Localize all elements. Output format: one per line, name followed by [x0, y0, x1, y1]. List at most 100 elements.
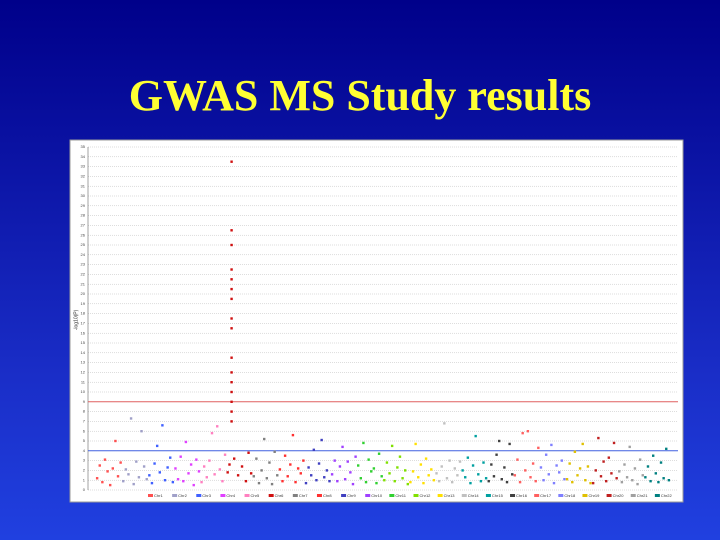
data-point	[591, 481, 595, 485]
data-point	[620, 480, 624, 484]
legend-label: Chr15	[492, 493, 504, 498]
y-tick-label: 6	[83, 428, 86, 433]
data-point	[276, 474, 279, 477]
data-point	[380, 475, 383, 478]
legend-swatch	[654, 494, 660, 497]
data-point	[505, 480, 509, 484]
data-point	[500, 478, 503, 481]
legend-swatch	[437, 494, 443, 497]
data-point	[336, 479, 339, 483]
data-point	[122, 479, 125, 483]
legend-label: Chr5	[251, 493, 260, 498]
y-tick-label: 29	[81, 203, 86, 208]
y-axis-label: -log10(P)	[73, 309, 79, 330]
data-point	[351, 482, 355, 486]
data-point	[377, 452, 381, 455]
data-point	[106, 470, 109, 473]
data-point	[662, 477, 665, 480]
data-point	[654, 472, 658, 475]
data-point	[230, 160, 233, 163]
data-point	[111, 467, 115, 470]
data-point	[202, 465, 206, 468]
data-point	[445, 477, 449, 480]
data-point	[411, 470, 415, 473]
legend-swatch	[582, 494, 588, 497]
data-point	[453, 467, 456, 470]
y-tick-label: 16	[81, 330, 86, 335]
legend-swatch	[244, 494, 250, 497]
data-point	[135, 460, 138, 463]
data-point	[516, 458, 519, 461]
data-point	[403, 469, 407, 472]
y-tick-label: 15	[81, 340, 86, 345]
y-tick-label: 8	[83, 409, 86, 414]
data-point	[417, 476, 420, 479]
data-point	[187, 472, 190, 475]
data-point	[362, 441, 365, 445]
legend-swatch	[606, 494, 612, 497]
data-point	[633, 467, 637, 470]
data-point	[281, 479, 284, 483]
data-point	[124, 468, 128, 471]
legend-swatch	[558, 494, 564, 497]
data-point	[440, 465, 443, 468]
data-point	[589, 481, 592, 485]
legend-swatch	[534, 494, 540, 497]
data-point	[249, 472, 253, 475]
data-point	[372, 467, 376, 470]
data-point	[584, 479, 587, 482]
y-tick-label: 17	[81, 320, 86, 325]
data-point	[370, 470, 373, 473]
data-point	[163, 479, 167, 482]
data-point	[524, 469, 527, 472]
data-point	[230, 420, 233, 423]
legend-swatch	[630, 494, 636, 497]
data-point	[388, 472, 391, 475]
data-point	[466, 456, 470, 459]
data-point	[356, 464, 360, 467]
legend-label: Chr14	[468, 493, 480, 498]
data-point	[323, 476, 326, 479]
data-point	[230, 410, 233, 413]
data-point	[599, 475, 603, 478]
data-point	[240, 465, 244, 468]
data-point	[618, 470, 621, 473]
data-point	[307, 466, 310, 469]
data-point	[490, 463, 493, 466]
legend-label: Chr22	[661, 493, 673, 498]
data-point	[328, 479, 331, 483]
data-point	[550, 443, 553, 447]
data-point	[461, 469, 464, 472]
data-point	[474, 434, 477, 438]
legend-swatch	[413, 494, 419, 497]
legend-swatch	[389, 494, 395, 497]
legend-swatch	[172, 494, 178, 497]
data-point	[393, 479, 396, 483]
data-point	[605, 479, 608, 483]
data-point	[221, 479, 224, 483]
data-point	[252, 475, 255, 478]
data-point	[228, 463, 231, 466]
y-tick-label: 28	[81, 213, 86, 218]
y-tick-label: 22	[81, 271, 86, 276]
data-point	[456, 474, 459, 477]
data-point	[534, 479, 537, 483]
legend-swatch	[292, 494, 298, 497]
data-point	[230, 297, 233, 301]
data-point	[200, 480, 203, 484]
y-tick-label: 2	[83, 467, 86, 472]
legend-swatch	[461, 494, 467, 497]
data-point	[390, 444, 394, 448]
data-point	[230, 400, 233, 403]
data-point	[210, 431, 214, 435]
data-point	[268, 461, 271, 464]
slide-title: GWAS MS Study results	[128, 71, 592, 120]
legend-label: Chr18	[564, 493, 576, 498]
data-point	[469, 481, 472, 485]
legend-label: Chr7	[299, 493, 308, 498]
data-point	[607, 456, 611, 459]
data-point	[155, 444, 159, 448]
data-point	[299, 472, 302, 475]
data-point	[148, 474, 151, 477]
data-point	[255, 457, 258, 460]
